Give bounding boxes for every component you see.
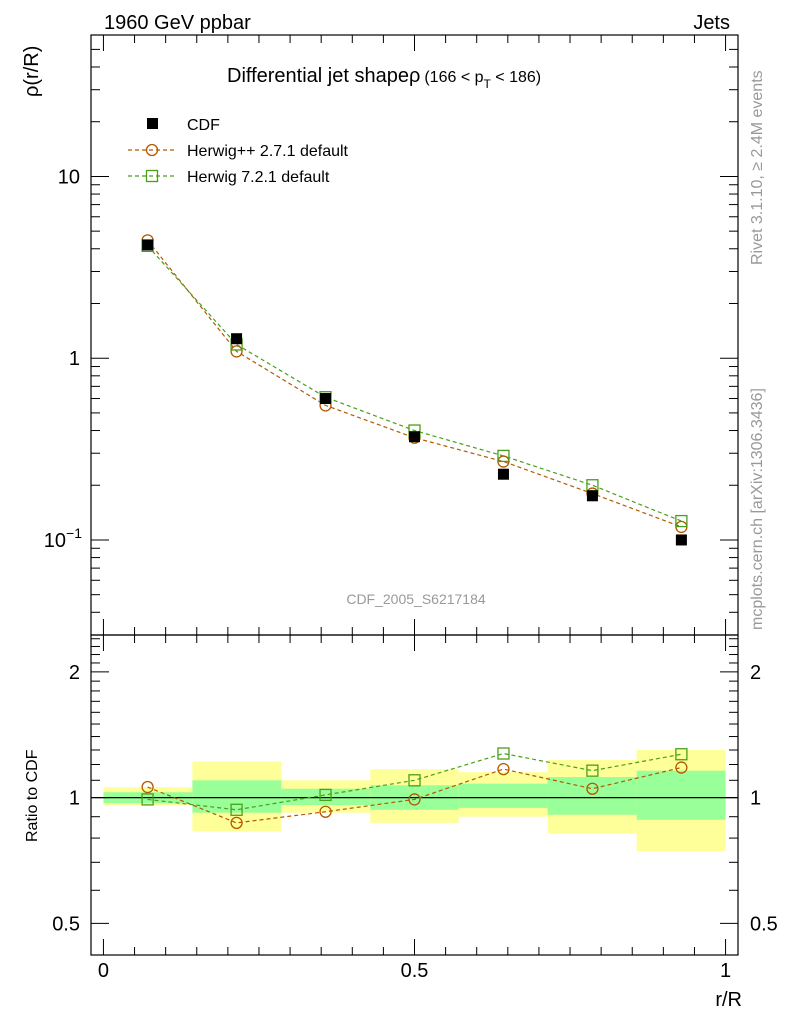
band-inner-bin-1 bbox=[192, 780, 282, 813]
band-inner-bin-2 bbox=[281, 788, 371, 806]
ratio-ytick-label-left-2: 0.5 bbox=[52, 913, 80, 935]
legend-cdf-marker bbox=[147, 118, 158, 129]
band-inner-bin-6 bbox=[636, 770, 726, 820]
main-herwig7-line bbox=[147, 245, 682, 522]
ratio-ytick-label-left-0: 2 bbox=[69, 662, 80, 684]
xlabel: r/R bbox=[715, 989, 742, 1011]
ratio-xtick-label-2: 1 bbox=[720, 960, 731, 982]
ratio-herwig7-point-0 bbox=[141, 793, 154, 806]
main-herwigpp-point-1 bbox=[230, 345, 243, 358]
ratio-ytick-label-right-0: 2 bbox=[750, 662, 761, 684]
legend-herwigpp-label: Herwig++ 2.7.1 default bbox=[187, 143, 349, 160]
legend-herwig7-label: Herwig 7.2.1 default bbox=[187, 169, 330, 186]
ratio-herwigpp-point-4 bbox=[497, 762, 510, 776]
main-cdf-point-1 bbox=[231, 333, 243, 345]
main-series bbox=[141, 234, 688, 546]
ratio-herwigpp-line bbox=[147, 766, 682, 824]
ratio-xtick-label-0: 0 bbox=[98, 960, 109, 982]
main-cdf-point-6 bbox=[675, 534, 687, 546]
ratio-herwigpp-point-2 bbox=[319, 805, 332, 818]
header-right-label: Jets bbox=[693, 12, 730, 34]
main-title-range-pre: (166 < p bbox=[424, 69, 483, 86]
ratio-uncertainty-bands bbox=[103, 749, 726, 852]
legend-cdf-label: CDF bbox=[187, 117, 220, 134]
ratio-ytick-label-right-2: 0.5 bbox=[750, 913, 778, 935]
rivet-label: Rivet 3.1.10, ≥ 2.4M events bbox=[749, 70, 766, 265]
main-title-range-post: < 186) bbox=[491, 69, 541, 86]
main-ylabel: ρ(r/R) bbox=[21, 46, 43, 97]
legend-herwig7-marker bbox=[145, 169, 159, 183]
ratio-ylabel: Ratio to CDF bbox=[24, 749, 41, 842]
main-cdf-point-0 bbox=[142, 239, 154, 251]
main-ytick-label-1: 1 bbox=[69, 348, 80, 370]
main-ytick-label-sup: −1 bbox=[66, 525, 82, 541]
ratio-herwig7-point-4 bbox=[497, 747, 510, 760]
ratio-herwig7-point-3 bbox=[408, 774, 421, 787]
main-herwig7-point-4 bbox=[497, 449, 510, 463]
ratio-herwig7-point-6 bbox=[675, 748, 688, 761]
band-inner-bin-4 bbox=[458, 783, 548, 808]
ratio-axes: 2 2 1 1 0.5 0.5 0 0.5 1 bbox=[52, 635, 778, 982]
ratio-herwigpp-point-1 bbox=[230, 816, 243, 830]
ratio-herwigpp-point-0 bbox=[141, 780, 154, 794]
ratio-herwigpp-point-6 bbox=[675, 761, 688, 774]
ratio-frame bbox=[90, 634, 739, 956]
mcplots-label: mcplots.cern.ch [arXiv:1306.3436] bbox=[749, 388, 766, 630]
main-herwig7-point-6 bbox=[675, 514, 688, 528]
ratio-herwig7-point-2 bbox=[319, 788, 332, 802]
ratio-herwig7-point-1 bbox=[230, 803, 243, 816]
main-ytick-label-base: 10 bbox=[44, 530, 66, 552]
ratio-series bbox=[141, 747, 688, 830]
main-cdf-point-3 bbox=[409, 431, 420, 443]
ratio-xtick-label-1: 0.5 bbox=[401, 960, 429, 982]
main-herwigpp-line bbox=[147, 239, 682, 528]
ratio-herwig7-line bbox=[147, 752, 682, 811]
ratio-herwigpp-point-3 bbox=[408, 793, 421, 806]
ratio-herwig7-point-5 bbox=[586, 764, 599, 777]
main-title: Differential jet shapeρ (166 < pT < 186) bbox=[227, 65, 541, 91]
main-cdf-point-5 bbox=[586, 490, 598, 502]
header-left-label: 1960 GeV ppbar bbox=[104, 12, 251, 34]
main-ytick-label-0: 10 bbox=[58, 166, 80, 188]
main-title-text: Differential jet shapeρ bbox=[227, 65, 420, 87]
main-title-range-sub: T bbox=[484, 77, 492, 91]
main-cdf-point-4 bbox=[497, 468, 509, 480]
ratio-ytick-label-right-1: 1 bbox=[750, 788, 761, 810]
ratio-herwigpp-point-5 bbox=[586, 782, 599, 795]
main-ytick-label-2: 10−1 bbox=[44, 525, 82, 552]
legend-herwigpp-marker bbox=[145, 143, 159, 157]
ratio-ytick-label-left-1: 1 bbox=[69, 788, 80, 810]
legend: CDF Herwig++ 2.7.1 default Herwig 7.2.1 … bbox=[128, 117, 349, 186]
main-cdf-point-2 bbox=[320, 393, 332, 405]
analysis-watermark: CDF_2005_S6217184 bbox=[346, 591, 486, 607]
